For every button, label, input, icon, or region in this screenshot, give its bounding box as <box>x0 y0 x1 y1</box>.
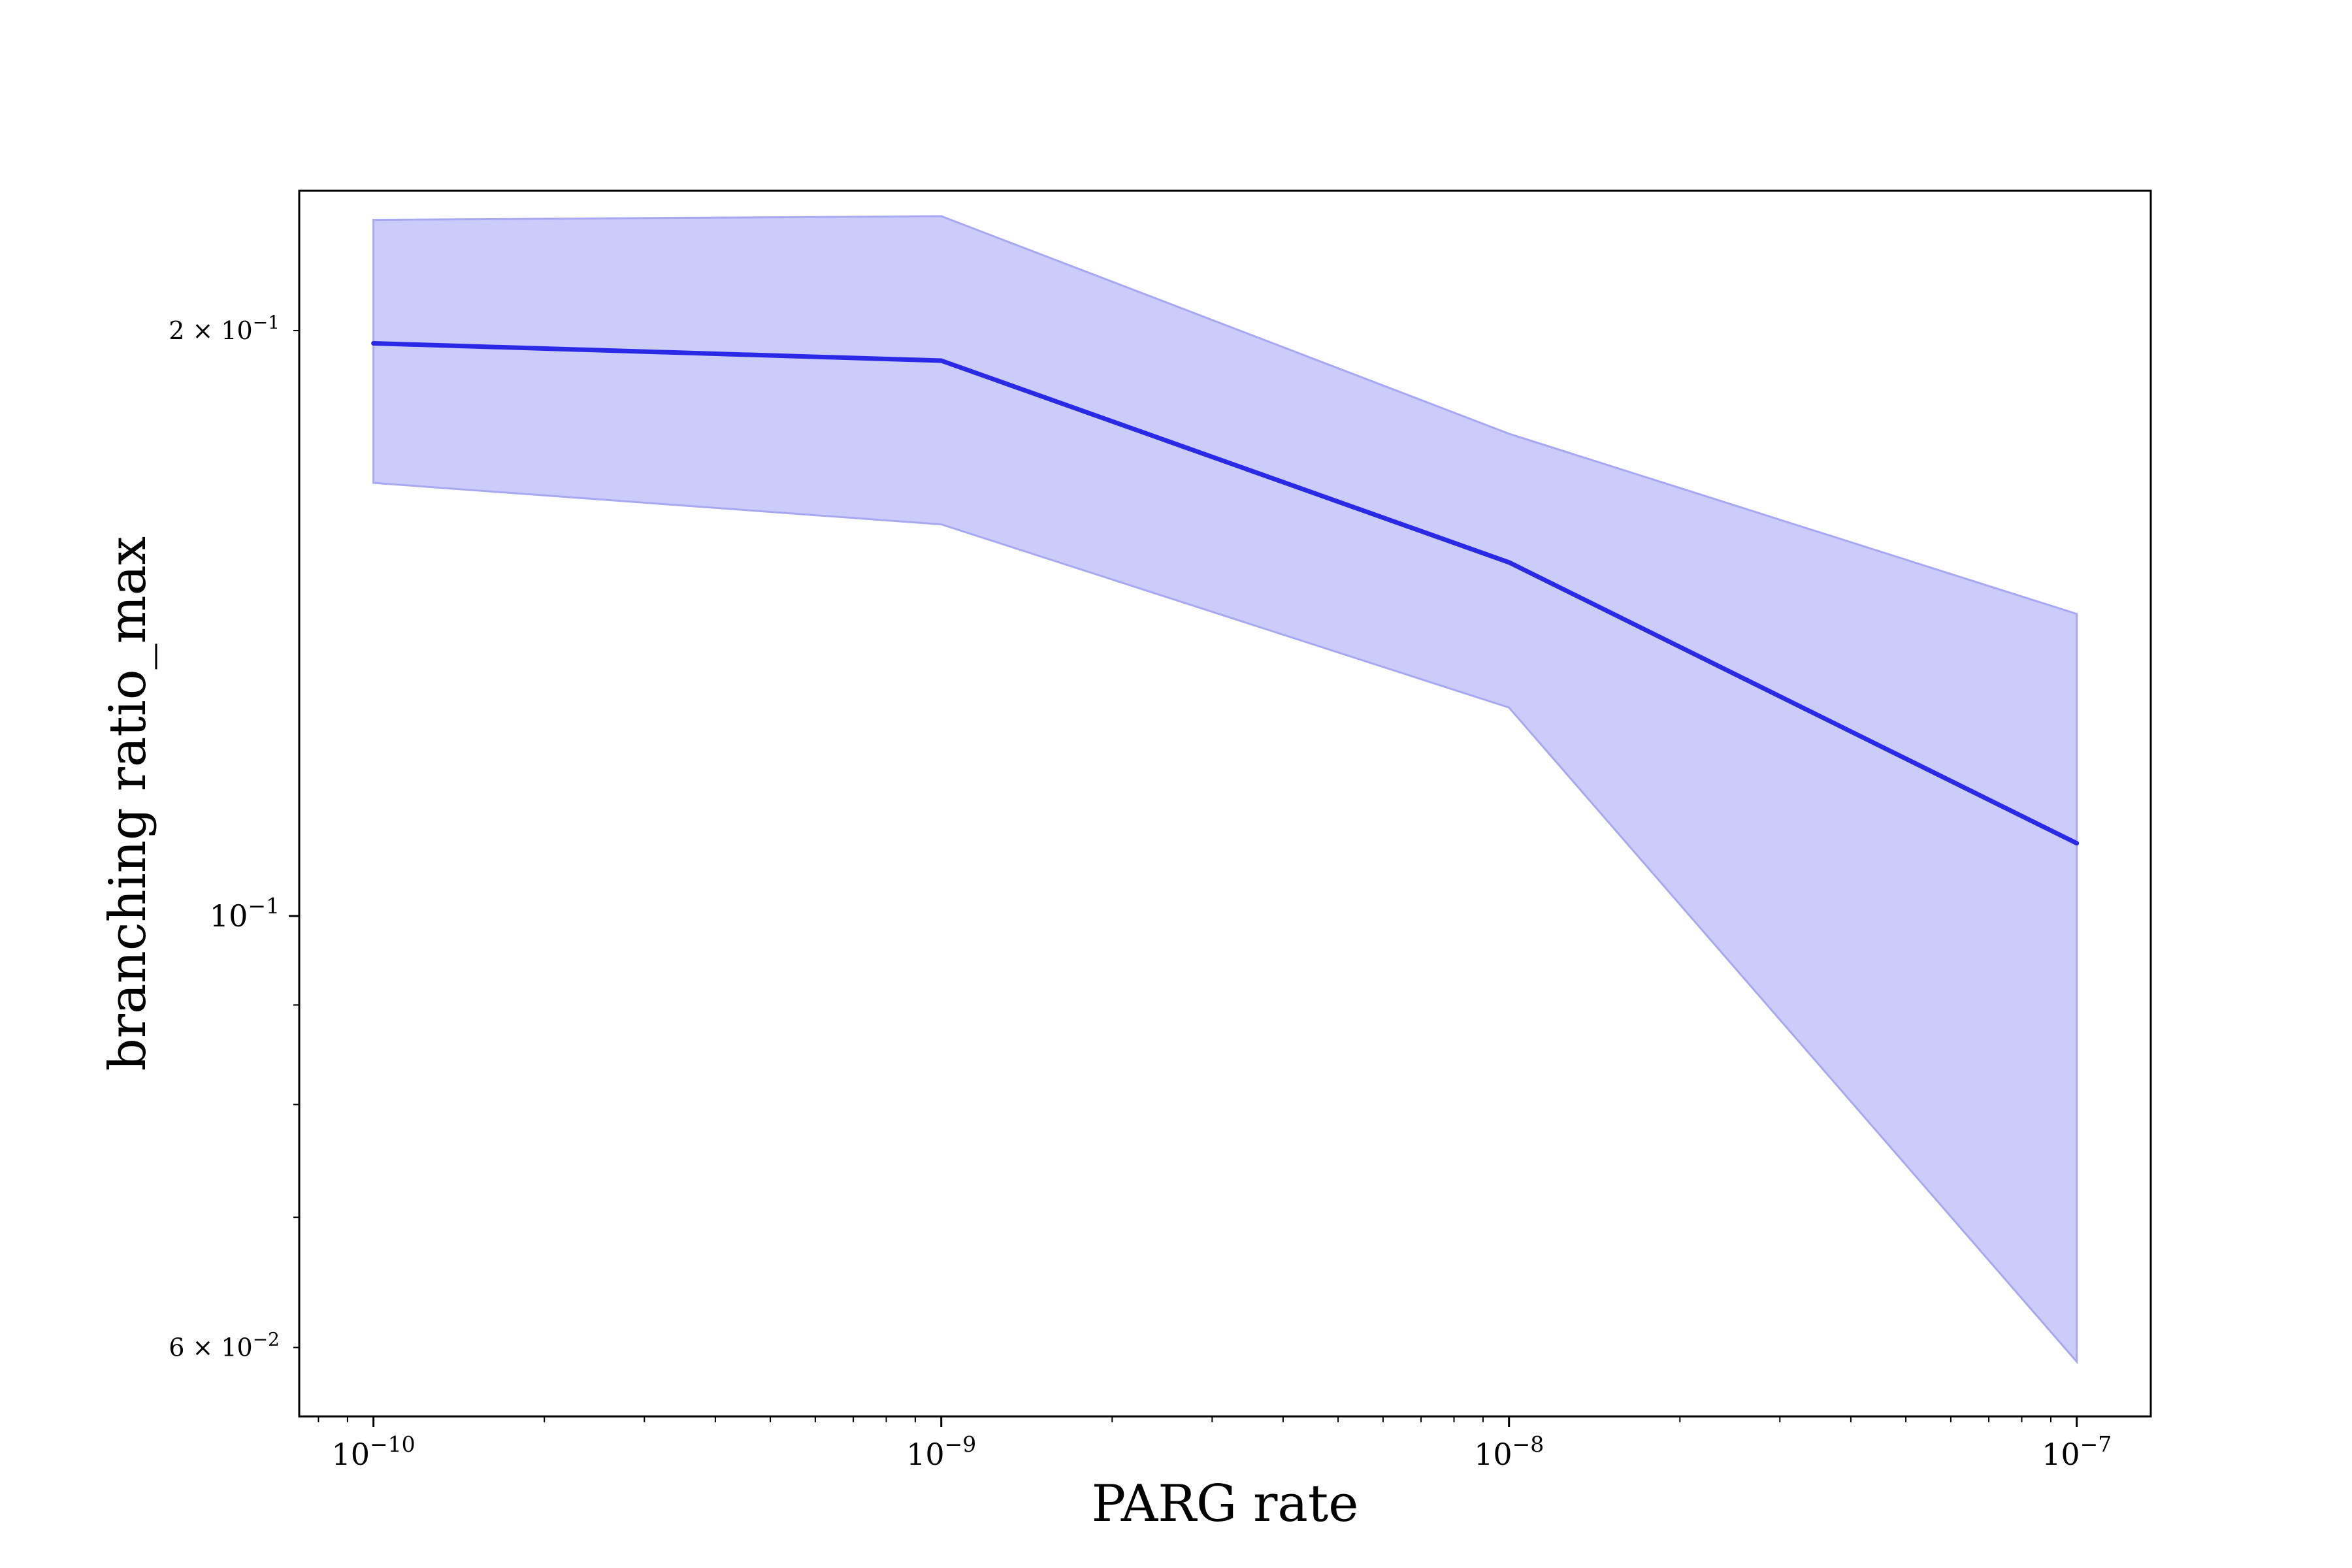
y-tick-label: 6 × 10−2 <box>169 1329 280 1362</box>
y-tick-label: 2 × 10−1 <box>169 312 280 345</box>
x-tick-label: 10−9 <box>906 1431 976 1472</box>
y-axis-ticks: 2 × 10−1 10−1 6 × 10−2 <box>169 312 299 1362</box>
x-axis-label: PARG rate <box>1092 1475 1359 1533</box>
x-tick-label: 10−8 <box>1474 1431 1544 1472</box>
data-point <box>371 341 376 346</box>
plot-area <box>371 215 2080 1365</box>
x-tick-label: 10−7 <box>2042 1431 2112 1472</box>
data-point <box>2074 841 2080 846</box>
x-axis-ticks: 10−10 10−9 10−8 10−7 <box>318 1416 2112 1472</box>
series-line <box>373 341 2078 845</box>
y-tick-label: 10−1 <box>210 893 280 934</box>
confidence-band <box>372 215 2078 1365</box>
data-point <box>939 358 944 363</box>
x-tick-label: 10−10 <box>331 1431 415 1472</box>
axes-frame <box>298 189 2152 1418</box>
y-axis-label: branching ratio_max <box>99 536 157 1071</box>
data-point <box>1507 560 1512 565</box>
